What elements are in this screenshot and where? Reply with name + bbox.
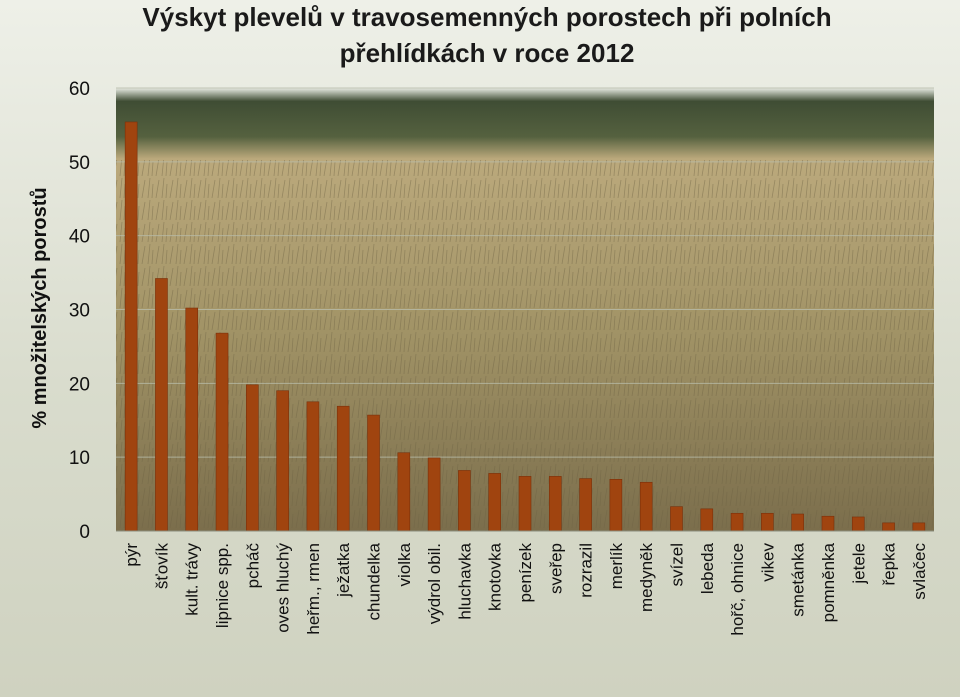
y-axis-title: % množitelských porostů [29,187,51,428]
background-grass-texture [116,160,934,531]
bar [518,476,532,532]
bar [397,452,411,532]
bar [367,414,380,532]
y-tick-label: 50 [69,153,90,174]
y-tick-label: 60 [69,79,90,100]
x-category-label: merlík [607,543,626,590]
x-category-label: svlačec [910,543,929,600]
x-category-label: chundelka [365,542,384,620]
x-category-label: heřm., rmen [304,543,323,635]
chart-title-line-1: Výskyt plevelů v travosemenných porostec… [142,2,831,32]
bar [488,473,502,532]
x-category-label: violka [395,542,414,586]
bar [336,405,350,532]
x-category-label: lebeda [698,542,717,594]
bar [185,307,199,532]
x-category-label: svízel [667,543,686,586]
bar [458,470,471,532]
bar [670,506,683,532]
y-tick-label: 0 [79,522,90,543]
x-category-label: ježatka [334,542,353,597]
bar [579,478,592,532]
bar [639,481,653,532]
x-category-label: smetánka [789,542,808,616]
x-category-label: šťovík [152,543,171,590]
x-category-label: pcháč [243,543,262,589]
x-category-label: kult. trávy [183,543,202,616]
x-category-label: jetele [849,543,868,585]
x-category-label: lipnice spp. [213,543,232,628]
bar [276,390,289,532]
bar [882,522,895,532]
chart-title-line-2: přehlídkách v roce 2012 [340,38,635,68]
x-category-label: vikev [758,543,777,582]
y-tick-label: 40 [69,227,90,248]
bar [700,508,714,532]
x-category-label: penízek [516,543,535,603]
x-category-label: knotovka [486,542,505,611]
bar [730,512,744,532]
y-tick-label: 30 [69,301,90,322]
x-category-label: rozrazil [577,543,596,598]
x-category-label: řepka [880,542,899,585]
bar [306,401,320,532]
x-category-label: medyněk [637,543,656,612]
bars [124,121,926,532]
x-category-label: hluchavka [455,542,474,619]
y-axis-ticks: 0 10 20 30 40 50 60 [69,79,90,543]
bar [124,121,138,532]
x-category-label: oves hluchý [274,543,293,633]
bar [851,516,865,532]
x-category-label: pomněnka [819,542,838,622]
bar [912,522,926,532]
bar [609,479,623,532]
x-category-label: sveřep [546,543,565,594]
bar [548,476,562,532]
bar [246,384,259,532]
bar [791,513,804,532]
bar [215,332,229,532]
bar [155,278,168,532]
bar [821,515,835,532]
bar [761,512,774,532]
x-axis-labels: pýr šťovík kult. trávy lipnice spp. pcháč ove… [122,542,929,635]
bar [427,457,441,532]
x-category-label: hořč, ohnice [728,543,747,636]
x-category-label: pýr [122,543,141,567]
y-tick-label: 10 [69,448,90,469]
x-category-label: výdrol obil. [425,543,444,624]
y-tick-label: 20 [69,374,90,395]
